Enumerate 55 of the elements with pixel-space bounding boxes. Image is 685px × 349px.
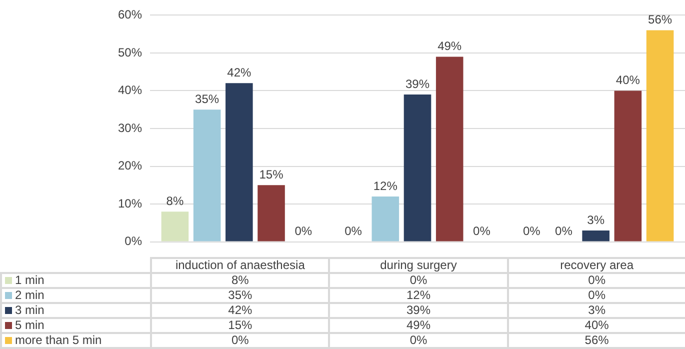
x-tick-label: recovery area bbox=[508, 258, 685, 273]
text: 49% bbox=[438, 39, 462, 54]
data-label: 0% bbox=[508, 273, 685, 288]
text: 8% bbox=[166, 194, 184, 208]
legend-label: 2 min bbox=[1, 288, 151, 303]
data-label: 35% bbox=[151, 288, 330, 303]
bar bbox=[161, 212, 189, 242]
bar bbox=[372, 196, 400, 242]
text: 0% bbox=[344, 224, 362, 238]
text: 0% bbox=[522, 224, 540, 238]
text: 56% bbox=[648, 12, 672, 27]
bar bbox=[436, 56, 464, 242]
text: 40% bbox=[616, 73, 640, 88]
bar bbox=[614, 90, 642, 242]
data-label: 40% bbox=[508, 318, 685, 333]
data-label: 0% bbox=[329, 333, 508, 348]
legend-label: more than 5 min bbox=[1, 333, 151, 348]
data-label: 49% bbox=[329, 318, 508, 333]
legend-label: 3 min bbox=[1, 303, 151, 318]
data-label: 0% bbox=[508, 288, 685, 303]
data-label: 56% bbox=[508, 333, 685, 348]
text: 15% bbox=[259, 167, 284, 182]
bar bbox=[582, 230, 610, 242]
text: 3% bbox=[587, 212, 605, 227]
text: 0% bbox=[555, 224, 572, 238]
text: 39% bbox=[405, 76, 430, 91]
data-label: 39% bbox=[329, 303, 508, 318]
text: 0% bbox=[473, 224, 490, 238]
legend-label: 1 min bbox=[1, 273, 151, 288]
text: 12% bbox=[373, 178, 398, 193]
text: 42% bbox=[227, 65, 252, 80]
x-tick-label: induction of anaesthesia bbox=[151, 258, 330, 273]
bar bbox=[226, 83, 253, 242]
y-tick-label: 60% bbox=[118, 8, 142, 22]
bar bbox=[193, 110, 221, 242]
x-tick-label: during surgery bbox=[329, 258, 508, 273]
data-label: 12% bbox=[329, 288, 508, 303]
bar bbox=[646, 30, 674, 242]
bar bbox=[404, 94, 432, 242]
legend-label: 5 min bbox=[1, 318, 151, 333]
data-label: 3% bbox=[508, 303, 685, 318]
data-label: 0% bbox=[329, 273, 508, 288]
data-label: 0% bbox=[151, 333, 330, 348]
y-tick-label: 40% bbox=[118, 83, 142, 98]
data-label: 15% bbox=[151, 318, 330, 333]
bar bbox=[258, 185, 285, 242]
data-label: 8% bbox=[151, 273, 330, 288]
y-tick-label: 50% bbox=[118, 45, 142, 60]
text: 0% bbox=[294, 224, 312, 238]
y-tick-label: 30% bbox=[118, 120, 142, 135]
data-label: 42% bbox=[151, 303, 330, 318]
y-tick-label: 0% bbox=[124, 234, 142, 248]
text: 35% bbox=[195, 92, 220, 106]
y-tick-label: 20% bbox=[118, 158, 142, 173]
y-tick-label: 10% bbox=[118, 196, 142, 210]
